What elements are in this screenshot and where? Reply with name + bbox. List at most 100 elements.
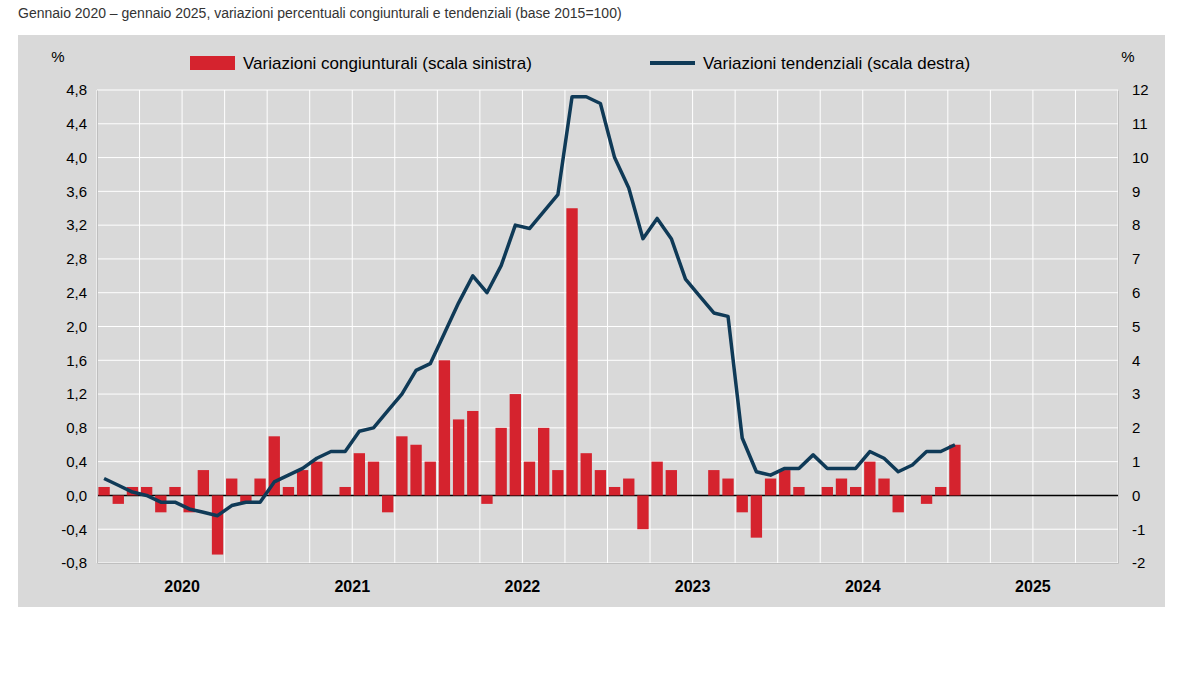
h-grid-line (97, 529, 1118, 530)
bar (921, 495, 932, 503)
bar (893, 495, 904, 512)
tick: 12 (1118, 81, 1149, 98)
tick-label: 4,8 (66, 81, 87, 98)
tick-label: 2023 (675, 578, 711, 595)
bar (878, 479, 889, 496)
tick-label: 6 (1132, 284, 1140, 301)
tick: -0,8 (61, 554, 97, 571)
axis-line (1118, 91, 1119, 564)
chart: Gennaio 2020 – gennaio 2025, variazioni … (0, 0, 1200, 675)
tick-label: 2,0 (66, 318, 87, 335)
bar (722, 479, 733, 496)
axis-line (98, 563, 1119, 564)
bar (651, 462, 662, 496)
tick: -2 (1118, 554, 1145, 571)
tick: 2025 (955, 563, 1051, 595)
tick-label: 2021 (334, 578, 370, 595)
legend-swatch (650, 61, 695, 65)
tick: 2022 (444, 563, 540, 595)
tick: 3 (1118, 385, 1140, 402)
x-axis: 202020212022202320242025 (98, 563, 1119, 595)
tick: 1,2 (66, 385, 97, 402)
bar (382, 495, 393, 512)
h-grid-line (97, 461, 1118, 462)
tick-label: 4 (1132, 352, 1140, 369)
bar (793, 487, 804, 495)
bar (169, 487, 180, 495)
axis-title: % (1121, 48, 1134, 65)
tick: 2,4 (66, 284, 97, 301)
tick: 4,8 (66, 81, 97, 98)
bar (368, 462, 379, 496)
h-grid-line (97, 326, 1118, 327)
tick-label: -0,4 (61, 521, 87, 538)
bar (609, 487, 620, 495)
tick-label: 1,6 (66, 352, 87, 369)
h-grid-line (97, 292, 1118, 293)
h-grid-line (97, 394, 1118, 395)
tick: 4 (1118, 352, 1140, 369)
tick-label: 2,4 (66, 284, 87, 301)
tick: 0,8 (66, 419, 97, 436)
bar (907, 495, 918, 496)
bar (481, 495, 492, 503)
bar (935, 487, 946, 495)
tick: 11 (1118, 115, 1148, 132)
tick-label: 9 (1132, 183, 1140, 200)
bar (311, 462, 322, 496)
h-grid-line (97, 258, 1118, 259)
bar (850, 487, 861, 495)
v-grid-line (97, 90, 98, 563)
bar (439, 360, 450, 495)
tick-label: -0,8 (61, 554, 87, 571)
tick: -1 (1118, 521, 1145, 538)
bar (779, 470, 790, 495)
bar (425, 462, 436, 496)
tick-label: 2022 (505, 578, 541, 595)
bar (708, 470, 719, 495)
tick-label: 10 (1132, 149, 1149, 166)
tick: 2021 (274, 563, 370, 595)
tick: 6 (1118, 284, 1140, 301)
tick-label: 0,4 (66, 453, 87, 470)
bar (566, 208, 577, 495)
bar (510, 394, 521, 495)
tick-label: 3 (1132, 385, 1140, 402)
bar (637, 495, 648, 529)
axis-title: % (51, 48, 64, 65)
bar (98, 487, 109, 495)
tick: 2 (1118, 419, 1140, 436)
tick: 2020 (104, 563, 200, 595)
bar (410, 445, 421, 496)
bar (737, 495, 748, 512)
bar (453, 419, 464, 495)
tick-label: 2025 (1015, 578, 1051, 595)
tick-label: 1 (1132, 453, 1140, 470)
tick-label: 2020 (164, 578, 200, 595)
tick: 3,2 (66, 216, 97, 233)
bar (297, 470, 308, 495)
tick: 2023 (615, 563, 711, 595)
bar (581, 453, 592, 495)
panel (18, 35, 1165, 607)
tick-label: 7 (1132, 250, 1140, 267)
line (104, 97, 955, 516)
h-grid-line (97, 225, 1118, 226)
bar (524, 462, 535, 496)
grid (97, 90, 1118, 563)
tick-label: 2,8 (66, 250, 87, 267)
tick: 5 (1118, 318, 1140, 335)
bar (226, 479, 237, 496)
bar (623, 479, 634, 496)
tick: 9 (1118, 183, 1140, 200)
bar (836, 479, 847, 496)
tick-label: 4,0 (66, 149, 87, 166)
tick: 3,6 (66, 183, 97, 200)
marks (98, 97, 960, 555)
bar (113, 495, 124, 503)
bar (595, 470, 606, 495)
h-grid-line (97, 90, 1118, 91)
y2-axis: -2-10123456789101112 (1118, 81, 1149, 571)
tick-label: 5 (1132, 318, 1140, 335)
tick: 8 (1118, 216, 1140, 233)
